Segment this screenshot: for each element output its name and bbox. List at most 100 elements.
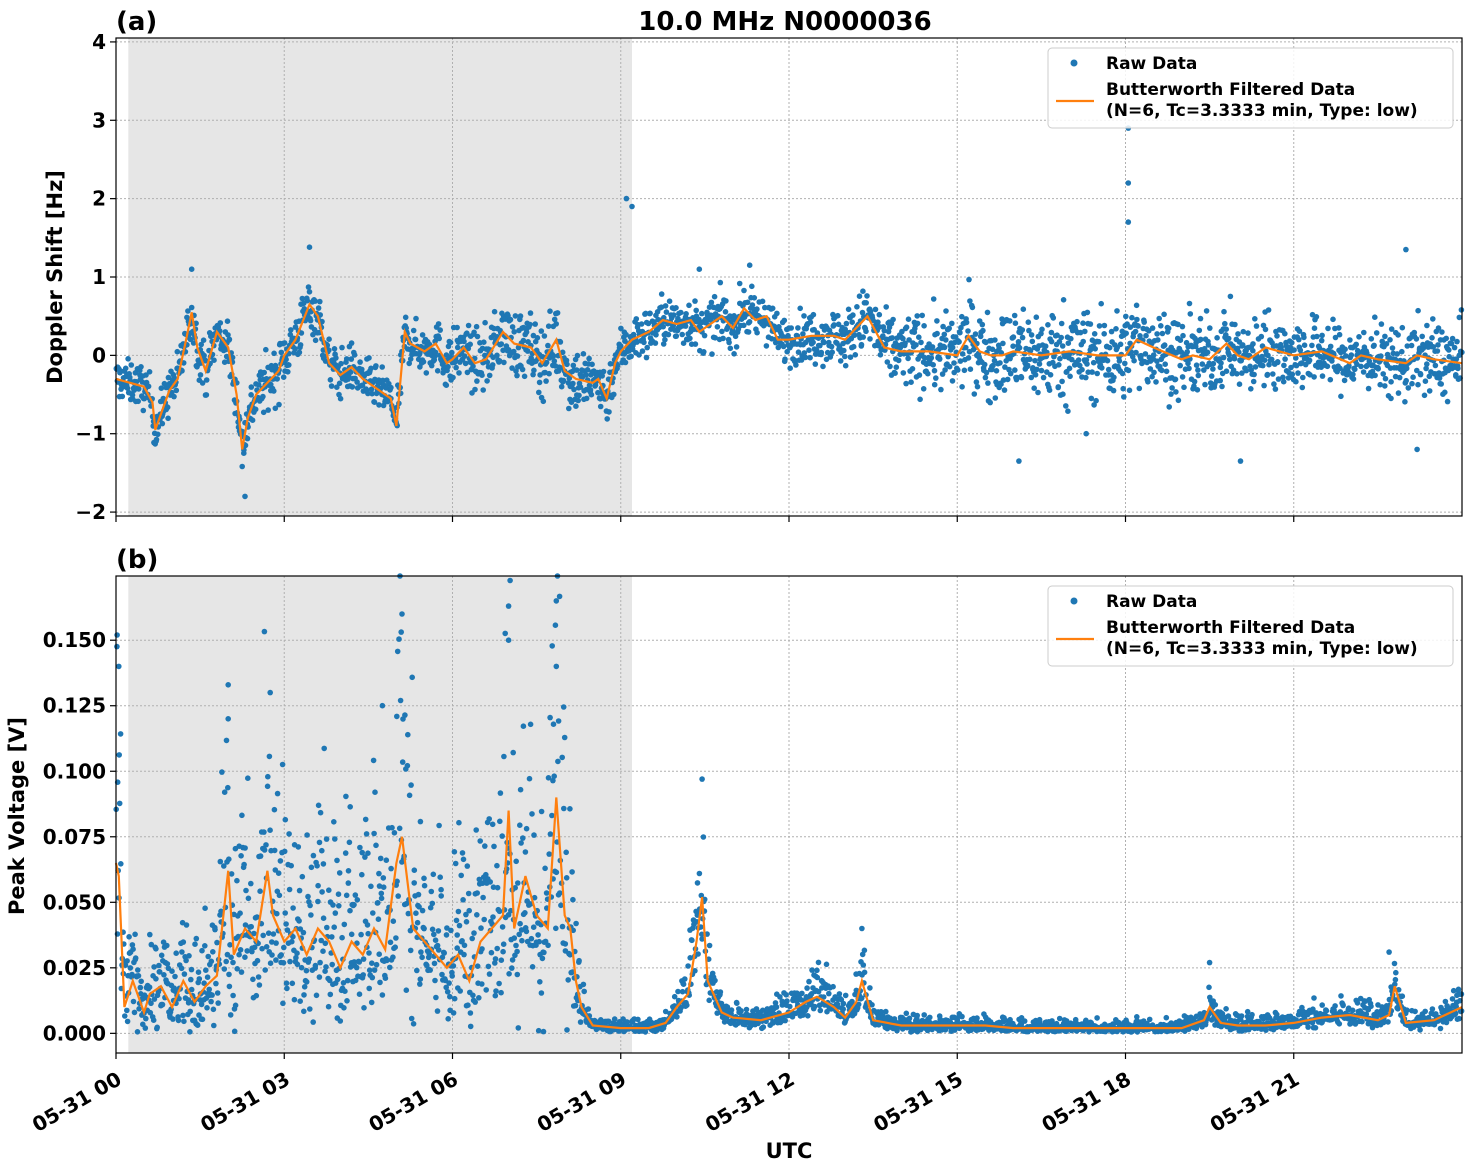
raw-data-point bbox=[501, 360, 507, 366]
raw-data-point bbox=[1270, 371, 1276, 377]
raw-data-point bbox=[192, 941, 198, 947]
raw-data-point bbox=[1260, 363, 1266, 369]
raw-data-point bbox=[527, 776, 533, 782]
raw-data-point bbox=[206, 987, 212, 993]
raw-data-point bbox=[122, 1013, 128, 1019]
raw-data-point bbox=[130, 946, 136, 952]
raw-data-point bbox=[878, 352, 884, 358]
raw-data-point bbox=[490, 362, 496, 368]
raw-data-point bbox=[490, 822, 496, 828]
raw-data-point bbox=[1433, 363, 1439, 369]
raw-data-point bbox=[715, 324, 721, 330]
raw-data-point bbox=[970, 305, 976, 311]
raw-data-point bbox=[695, 951, 701, 957]
raw-data-point bbox=[1184, 349, 1190, 355]
raw-data-point bbox=[933, 375, 939, 381]
raw-data-point bbox=[405, 763, 411, 769]
raw-data-point bbox=[1429, 335, 1435, 341]
raw-data-point bbox=[516, 1025, 522, 1031]
raw-data-point bbox=[1022, 1018, 1028, 1024]
raw-data-point bbox=[299, 965, 305, 971]
raw-data-point bbox=[1222, 321, 1228, 327]
raw-data-point bbox=[238, 853, 244, 859]
raw-data-point bbox=[492, 309, 498, 315]
raw-data-point bbox=[1129, 315, 1135, 321]
raw-data-point bbox=[380, 992, 386, 998]
raw-data-point bbox=[136, 386, 142, 392]
raw-data-point bbox=[289, 939, 295, 945]
raw-data-point bbox=[194, 936, 200, 942]
raw-data-point bbox=[381, 875, 387, 881]
raw-data-point bbox=[1164, 369, 1170, 375]
raw-data-point bbox=[302, 984, 308, 990]
raw-data-point bbox=[741, 288, 747, 294]
raw-data-point bbox=[445, 989, 451, 995]
raw-data-point bbox=[604, 416, 610, 422]
raw-data-point bbox=[820, 364, 826, 370]
raw-data-point bbox=[326, 1004, 332, 1010]
raw-data-point bbox=[346, 880, 352, 886]
raw-data-point bbox=[413, 316, 419, 322]
raw-data-point bbox=[575, 398, 581, 404]
raw-data-point bbox=[634, 316, 640, 322]
raw-data-point bbox=[147, 369, 153, 375]
raw-data-point bbox=[518, 313, 524, 319]
raw-data-point bbox=[126, 934, 132, 940]
raw-data-point bbox=[1361, 330, 1367, 336]
raw-data-point bbox=[555, 310, 561, 316]
raw-data-point bbox=[501, 941, 507, 947]
raw-data-point bbox=[644, 345, 650, 351]
raw-data-point bbox=[271, 388, 277, 394]
raw-data-point bbox=[919, 313, 925, 319]
raw-data-point bbox=[351, 902, 357, 908]
raw-data-point bbox=[1155, 337, 1161, 343]
raw-data-point bbox=[531, 924, 537, 930]
raw-data-point bbox=[994, 368, 1000, 374]
raw-data-point bbox=[379, 896, 385, 902]
raw-data-point bbox=[226, 972, 232, 978]
raw-data-point bbox=[394, 714, 400, 720]
raw-data-point bbox=[407, 793, 413, 799]
raw-data-point bbox=[1295, 370, 1301, 376]
raw-data-point bbox=[493, 988, 499, 994]
raw-data-point bbox=[437, 874, 443, 880]
raw-data-point bbox=[309, 865, 315, 871]
raw-data-point bbox=[365, 922, 371, 928]
raw-data-point bbox=[539, 328, 545, 334]
raw-data-point bbox=[468, 1024, 474, 1030]
raw-data-point bbox=[324, 925, 330, 931]
raw-data-point bbox=[548, 831, 554, 837]
raw-data-point bbox=[664, 309, 670, 315]
raw-data-point bbox=[135, 967, 141, 973]
raw-data-point bbox=[1002, 387, 1008, 393]
raw-data-point bbox=[1319, 333, 1325, 339]
raw-data-point bbox=[518, 840, 524, 846]
raw-data-point bbox=[274, 911, 280, 917]
raw-data-point bbox=[1455, 366, 1461, 372]
raw-data-point bbox=[536, 390, 542, 396]
raw-data-point bbox=[283, 817, 289, 823]
raw-data-point bbox=[686, 303, 692, 309]
raw-data-point bbox=[375, 900, 381, 906]
raw-data-point bbox=[514, 373, 520, 379]
raw-data-point bbox=[797, 306, 803, 312]
raw-data-point bbox=[1151, 370, 1157, 376]
raw-data-point bbox=[1206, 985, 1212, 991]
raw-data-point bbox=[1153, 379, 1159, 385]
raw-data-point bbox=[811, 312, 817, 318]
raw-data-point bbox=[877, 312, 883, 318]
raw-data-point bbox=[374, 962, 380, 968]
raw-data-point bbox=[436, 823, 442, 829]
raw-data-point bbox=[196, 969, 202, 975]
raw-data-point bbox=[788, 325, 794, 331]
raw-data-point bbox=[1089, 369, 1095, 375]
raw-data-point bbox=[242, 954, 248, 960]
raw-data-point bbox=[951, 360, 957, 366]
raw-data-point bbox=[1403, 378, 1409, 384]
y-tick-label: 2 bbox=[92, 187, 106, 211]
raw-data-point bbox=[524, 826, 530, 832]
raw-data-point bbox=[357, 845, 363, 851]
raw-data-point bbox=[841, 348, 847, 354]
raw-data-point bbox=[520, 367, 526, 373]
